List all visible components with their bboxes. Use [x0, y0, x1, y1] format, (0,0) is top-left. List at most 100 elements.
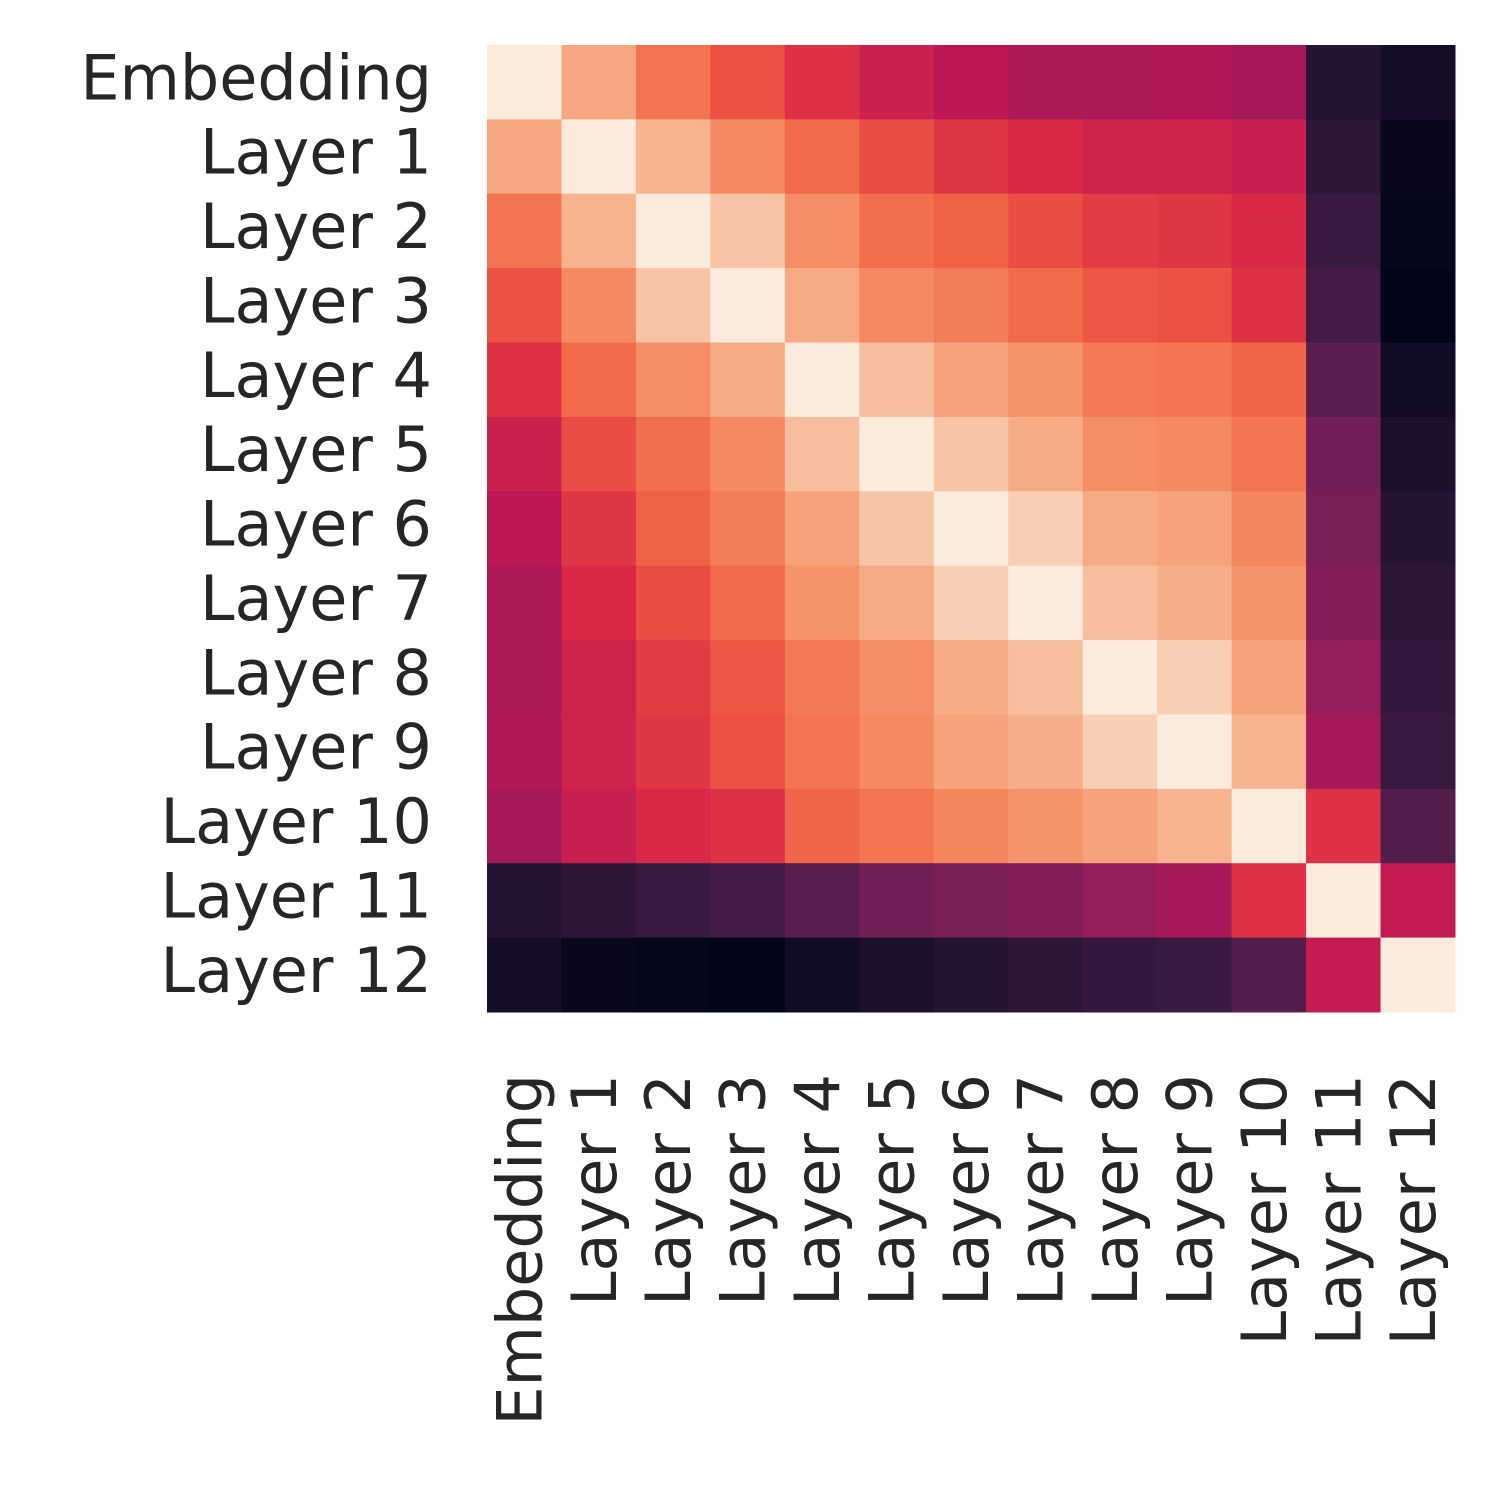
- heatmap-cell: [859, 119, 935, 195]
- heatmap-cell: [1157, 342, 1233, 418]
- x-tick-label: Layer 2: [632, 1074, 705, 1306]
- heatmap-cell: [561, 788, 637, 864]
- heatmap-cell: [487, 565, 562, 641]
- x-tick-label: Layer 8: [1079, 1074, 1152, 1306]
- heatmap-cell: [635, 268, 711, 344]
- heatmap-cell: [1380, 788, 1456, 864]
- heatmap-cell: [1306, 416, 1382, 492]
- heatmap-cell: [1231, 714, 1307, 790]
- y-tick-label: Layer 9: [200, 711, 432, 784]
- heatmap-cell: [635, 342, 711, 418]
- heatmap-cell: [1231, 491, 1307, 567]
- heatmap-cell: [1380, 45, 1456, 120]
- heatmap-cell: [710, 863, 786, 939]
- heatmap-cell: [1082, 416, 1158, 492]
- heatmap-cell: [1082, 640, 1158, 715]
- heatmap-cell: [1306, 714, 1382, 790]
- heatmap-cell: [561, 342, 637, 418]
- heatmap-cell: [561, 491, 637, 567]
- heatmap-cell: [1157, 268, 1233, 344]
- heatmap-cell: [859, 714, 935, 790]
- heatmap-cell: [1082, 565, 1158, 641]
- heatmap-cell: [1008, 863, 1084, 939]
- heatmap-cell: [710, 268, 786, 344]
- heatmap-cell: [1231, 193, 1307, 269]
- heatmap-cell: [1157, 937, 1233, 1013]
- y-tick-label: Layer 3: [200, 264, 432, 337]
- y-tick-label: Layer 1: [200, 116, 432, 189]
- heatmap-cell: [1082, 863, 1158, 939]
- heatmap-cell: [1082, 119, 1158, 195]
- heatmap-cell: [859, 45, 935, 120]
- heatmap-cell: [1380, 714, 1456, 790]
- heatmap-cell: [784, 119, 860, 195]
- heatmap-cell: [859, 863, 935, 939]
- heatmap-cell: [933, 268, 1009, 344]
- heatmap-cell: [710, 565, 786, 641]
- heatmap-cell: [487, 193, 562, 269]
- heatmap-cell: [1157, 788, 1233, 864]
- heatmap-cell: [1157, 119, 1233, 195]
- heatmap-cell: [1380, 268, 1456, 344]
- heatmap-cell: [635, 193, 711, 269]
- heatmap-cell: [1008, 714, 1084, 790]
- heatmap-cell: [1306, 342, 1382, 418]
- heatmap-cell: [784, 714, 860, 790]
- x-tick-label: Layer 5: [856, 1074, 929, 1306]
- heatmap-cell: [933, 937, 1009, 1013]
- heatmap-cell: [1082, 342, 1158, 418]
- heatmap-cell: [1231, 788, 1307, 864]
- heatmap-cell: [1157, 416, 1233, 492]
- heatmap-cell: [859, 268, 935, 344]
- x-tick-label: Layer 12: [1377, 1074, 1450, 1345]
- heatmap-cell: [710, 937, 786, 1013]
- heatmap-cell: [1231, 342, 1307, 418]
- heatmap-cell: [1008, 342, 1084, 418]
- heatmap-cell: [859, 342, 935, 418]
- heatmap-cell: [859, 416, 935, 492]
- heatmap-cell: [1082, 714, 1158, 790]
- heatmap-cell: [710, 416, 786, 492]
- x-tick-label: Layer 1: [558, 1074, 631, 1306]
- heatmap-cell: [635, 640, 711, 715]
- heatmap-cell: [784, 342, 860, 418]
- heatmap-cell: [710, 45, 786, 120]
- heatmap-cell: [1082, 937, 1158, 1013]
- heatmap-cell: [487, 788, 562, 864]
- heatmap-cell: [1306, 119, 1382, 195]
- heatmap-cell: [859, 565, 935, 641]
- heatmap-cell: [710, 788, 786, 864]
- heatmap-cell: [1157, 714, 1233, 790]
- heatmap-cell: [1231, 268, 1307, 344]
- heatmap-cell: [1306, 45, 1382, 120]
- heatmap-cell: [1306, 491, 1382, 567]
- heatmap-cell: [561, 640, 637, 715]
- y-tick-label: Layer 10: [161, 785, 432, 858]
- heatmap-cell: [1008, 565, 1084, 641]
- heatmap-cell: [933, 416, 1009, 492]
- heatmap-cell: [635, 863, 711, 939]
- heatmap-cell: [487, 491, 562, 567]
- heatmap-cell: [710, 193, 786, 269]
- heatmap-cell: [933, 863, 1009, 939]
- heatmap-cell: [784, 937, 860, 1013]
- heatmap-cell: [561, 714, 637, 790]
- heatmap-cell: [1231, 640, 1307, 715]
- heatmap-cell: [561, 863, 637, 939]
- y-tick-label: Layer 5: [200, 413, 432, 486]
- heatmap-cell: [1157, 640, 1233, 715]
- heatmap-cell: [1231, 565, 1307, 641]
- heatmap-cell: [1306, 863, 1382, 939]
- heatmap-cell: [859, 491, 935, 567]
- heatmap-cell: [1380, 565, 1456, 641]
- heatmap-cell: [784, 491, 860, 567]
- heatmap-cell: [933, 565, 1009, 641]
- heatmap-cell: [859, 788, 935, 864]
- heatmap-cell: [487, 119, 562, 195]
- heatmap-cell: [933, 640, 1009, 715]
- heatmap-cell: [487, 45, 562, 120]
- x-tick-label: Layer 3: [707, 1074, 780, 1306]
- heatmap-cell: [784, 193, 860, 269]
- heatmap-cell: [1157, 193, 1233, 269]
- x-tick-label: Layer 6: [930, 1074, 1003, 1306]
